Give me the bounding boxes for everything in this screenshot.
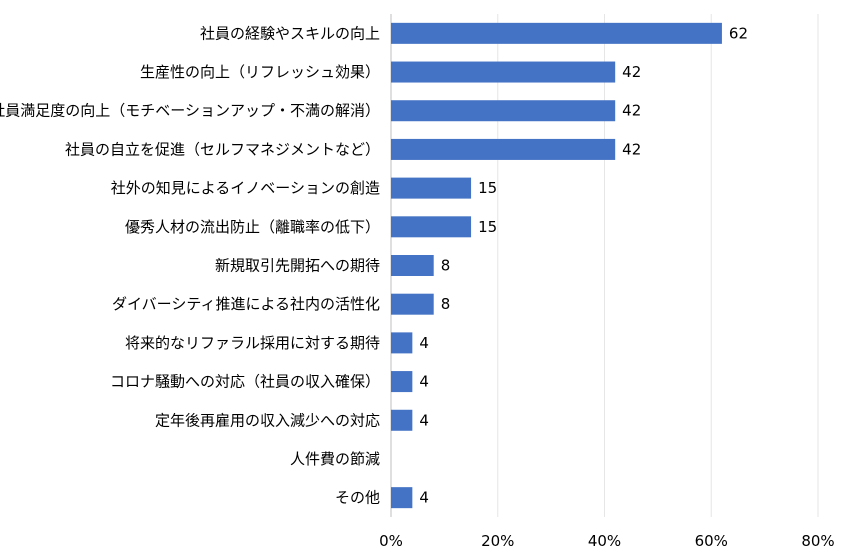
data-label: 4 bbox=[419, 411, 429, 429]
bar bbox=[391, 22, 722, 44]
gridlines bbox=[390, 14, 819, 517]
x-tick-label: 40% bbox=[588, 532, 621, 550]
x-tick-label: 60% bbox=[695, 532, 728, 550]
bar bbox=[391, 487, 413, 509]
category-label: 優秀人材の流出防止（離職率の低下） bbox=[125, 218, 380, 236]
bar bbox=[391, 293, 434, 315]
data-label: 8 bbox=[441, 295, 451, 313]
x-tick-label: 20% bbox=[481, 532, 514, 550]
x-axis-ticks: 0% 20% 40% 60% 80% bbox=[379, 532, 835, 550]
bar bbox=[391, 61, 616, 83]
data-label: 4 bbox=[419, 373, 429, 391]
bar bbox=[391, 216, 472, 238]
bar bbox=[391, 409, 413, 431]
bar bbox=[391, 177, 472, 199]
category-label: 生産性の向上（リフレッシュ効果） bbox=[140, 63, 380, 81]
value-labels: 62 42 42 42 15 15 8 8 4 4 4 4 bbox=[419, 24, 748, 506]
category-label: コロナ騒動への対応（社員の収入確保） bbox=[110, 373, 380, 391]
data-label: 15 bbox=[478, 179, 497, 197]
data-label: 42 bbox=[622, 63, 641, 81]
data-label: 4 bbox=[419, 334, 429, 352]
bar bbox=[391, 255, 434, 276]
x-tick-label: 80% bbox=[801, 532, 834, 550]
data-label: 8 bbox=[441, 257, 451, 275]
category-label: 新規取引先開拓への期待 bbox=[215, 257, 380, 275]
data-label: 15 bbox=[478, 218, 497, 236]
category-label: 定年後再雇用の収入減少への対応 bbox=[155, 411, 380, 429]
category-label: 社外の知見によるイノベーションの創造 bbox=[111, 179, 380, 197]
x-tick-label: 0% bbox=[379, 532, 403, 550]
category-label: ダイバーシティ推進による社内の活性化 bbox=[112, 295, 380, 313]
category-label: 社員満足度の向上（モチベーションアップ・不満の解消） bbox=[0, 102, 380, 120]
category-label: 将来的なリファラル採用に対する期待 bbox=[125, 334, 380, 352]
data-label: 4 bbox=[419, 489, 429, 507]
bar bbox=[391, 138, 616, 160]
category-label: 社員の経験やスキルの向上 bbox=[200, 24, 380, 42]
bar bbox=[391, 100, 616, 122]
bar bbox=[391, 332, 413, 354]
bar bbox=[391, 371, 413, 393]
data-label: 42 bbox=[622, 102, 641, 120]
category-label: 人件費の節減 bbox=[290, 450, 380, 468]
bars-group bbox=[391, 22, 722, 509]
category-label: その他 bbox=[335, 489, 380, 507]
category-label: 社員の自立を促進（セルフマネジメントなど） bbox=[65, 140, 380, 158]
data-label: 42 bbox=[622, 140, 641, 158]
data-label: 62 bbox=[729, 24, 748, 42]
